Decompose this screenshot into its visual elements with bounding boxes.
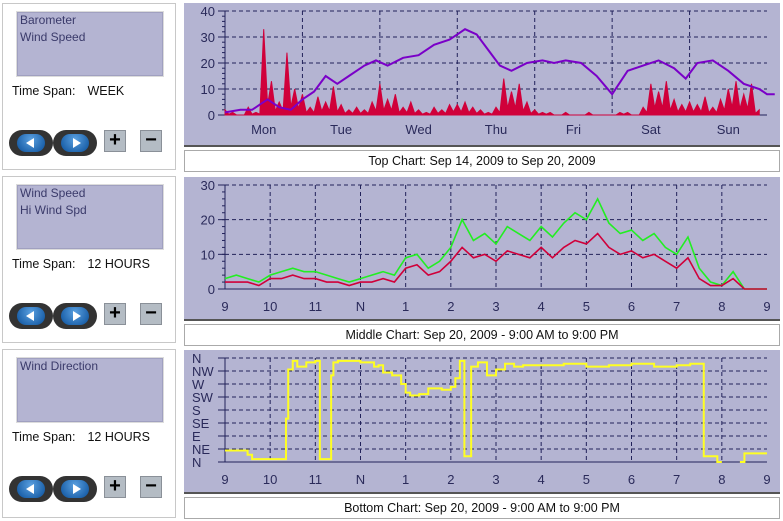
x-tick-label: 5 — [583, 299, 590, 314]
x-tick-label: N — [356, 299, 365, 314]
series-item[interactable]: Barometer — [20, 13, 77, 27]
x-tick-label: 1 — [402, 299, 409, 314]
middle-chart-caption: Middle Chart: Sep 20, 2009 - 9:00 AM to … — [184, 324, 780, 346]
zoom-out-button[interactable]: − — [140, 476, 162, 498]
y-tick-label: 0 — [208, 108, 215, 123]
next-button[interactable] — [53, 130, 97, 156]
x-tick-label: Thu — [485, 122, 507, 137]
y-tick-label: 40 — [201, 4, 215, 19]
middle-control-panel: Wind Speed Hi Wind Spd Time Span: 12 HOURS… — [2, 176, 176, 343]
wind-direction-line — [225, 359, 722, 463]
x-tick-label: 1 — [402, 472, 409, 487]
x-tick-label: 4 — [538, 472, 545, 487]
hi-wind-speed-line — [224, 197, 767, 290]
y-tick-label: NE — [192, 442, 210, 457]
series-item[interactable]: Wind Direction — [20, 359, 99, 373]
series-item[interactable]: Wind Speed — [20, 186, 86, 200]
y-tick-label: 10 — [201, 82, 215, 97]
y-tick-label: W — [192, 377, 205, 392]
series-item[interactable]: Wind Speed — [20, 30, 86, 44]
x-tick-label: Tue — [330, 122, 352, 137]
x-tick-label: 11 — [309, 299, 323, 314]
x-tick-label: 9 — [221, 299, 228, 314]
y-tick-label: NW — [192, 364, 214, 379]
series-item[interactable]: Hi Wind Spd — [20, 203, 87, 217]
time-span: Time Span: 12 HOURS — [12, 430, 150, 444]
prev-button[interactable] — [9, 130, 53, 156]
x-tick-label: 8 — [718, 299, 725, 314]
x-tick-label: N — [356, 472, 365, 487]
top-chart-caption: Top Chart: Sep 14, 2009 to Sep 20, 2009 — [184, 150, 780, 172]
middle-series-list[interactable]: Wind Speed Hi Wind Spd — [16, 184, 164, 250]
bottom-series-list[interactable]: Wind Direction — [16, 357, 164, 423]
x-tick-label: 7 — [673, 472, 680, 487]
time-span-label: Time Span: — [12, 430, 76, 444]
x-tick-label: Sun — [717, 122, 740, 137]
y-tick-label: N — [192, 351, 201, 366]
time-span-value: WEEK — [87, 84, 125, 98]
zoom-in-button[interactable]: + — [104, 303, 126, 325]
x-tick-label: 10 — [263, 472, 277, 487]
y-tick-label: SE — [192, 416, 210, 431]
time-span-label: Time Span: — [12, 84, 76, 98]
y-tick-label: S — [192, 403, 201, 418]
top-control-panel: Barometer Wind Speed Time Span: WEEK + − — [2, 3, 176, 170]
time-span: Time Span: WEEK — [12, 84, 124, 98]
next-button[interactable] — [53, 476, 97, 502]
wind-speed-line — [225, 232, 767, 290]
bottom-chart-caption: Bottom Chart: Sep 20, 2009 - 9:00 AM to … — [184, 497, 780, 519]
y-tick-label: SW — [192, 390, 214, 405]
prev-button[interactable] — [9, 303, 53, 329]
y-tick-label: 30 — [201, 30, 215, 45]
bottom-chart: N NE E SE S SW W NW N 9 10 11 N 1 2 3 4 5 6 7 8 9 — [184, 350, 780, 494]
y-tick-label: 20 — [201, 213, 215, 228]
x-tick-label: 9 — [221, 472, 228, 487]
y-tick-label: N — [192, 455, 201, 470]
time-span-value: 12 HOURS — [87, 257, 150, 271]
bottom-control-panel: Wind Direction Time Span: 12 HOURS + − — [2, 349, 176, 518]
y-tick-label: 10 — [201, 247, 215, 262]
x-tick-label: 11 — [309, 472, 323, 487]
y-tick-label: 20 — [201, 56, 215, 71]
x-tick-label: 3 — [492, 299, 499, 314]
x-tick-label: 10 — [263, 299, 277, 314]
time-span-value: 12 HOURS — [87, 430, 150, 444]
y-tick-label: E — [192, 429, 201, 444]
zoom-in-button[interactable]: + — [104, 130, 126, 152]
zoom-in-button[interactable]: + — [104, 476, 126, 498]
time-span-label: Time Span: — [12, 257, 76, 271]
top-chart: 0 10 20 30 40 Mon Tue Wed Thu Fri Sat Sun — [184, 3, 780, 147]
prev-button[interactable] — [9, 476, 53, 502]
x-tick-label: 9 — [763, 472, 770, 487]
x-tick-label: 3 — [492, 472, 499, 487]
x-tick-label: 8 — [718, 472, 725, 487]
x-tick-label: 2 — [447, 299, 454, 314]
x-tick-label: 5 — [583, 472, 590, 487]
x-tick-label: 6 — [628, 299, 635, 314]
x-tick-label: 7 — [673, 299, 680, 314]
x-tick-label: 2 — [447, 472, 454, 487]
x-tick-label: Sat — [641, 122, 661, 137]
wind-direction-line — [739, 452, 767, 463]
zoom-out-button[interactable]: − — [140, 303, 162, 325]
x-tick-label: Mon — [251, 122, 276, 137]
zoom-out-button[interactable]: − — [140, 130, 162, 152]
x-tick-label: 6 — [628, 472, 635, 487]
top-series-list[interactable]: Barometer Wind Speed — [16, 11, 164, 77]
middle-chart: 0 10 20 30 9 10 11 N 1 2 3 4 5 6 7 8 9 — [184, 177, 780, 321]
x-tick-label: 9 — [763, 299, 770, 314]
x-tick-label: Wed — [405, 122, 432, 137]
y-tick-label: 0 — [208, 282, 215, 297]
next-button[interactable] — [53, 303, 97, 329]
x-tick-label: Fri — [566, 122, 581, 137]
y-tick-label: 30 — [201, 178, 215, 193]
x-tick-label: 4 — [538, 299, 545, 314]
time-span: Time Span: 12 HOURS — [12, 257, 150, 271]
barometer-line — [224, 28, 775, 114]
